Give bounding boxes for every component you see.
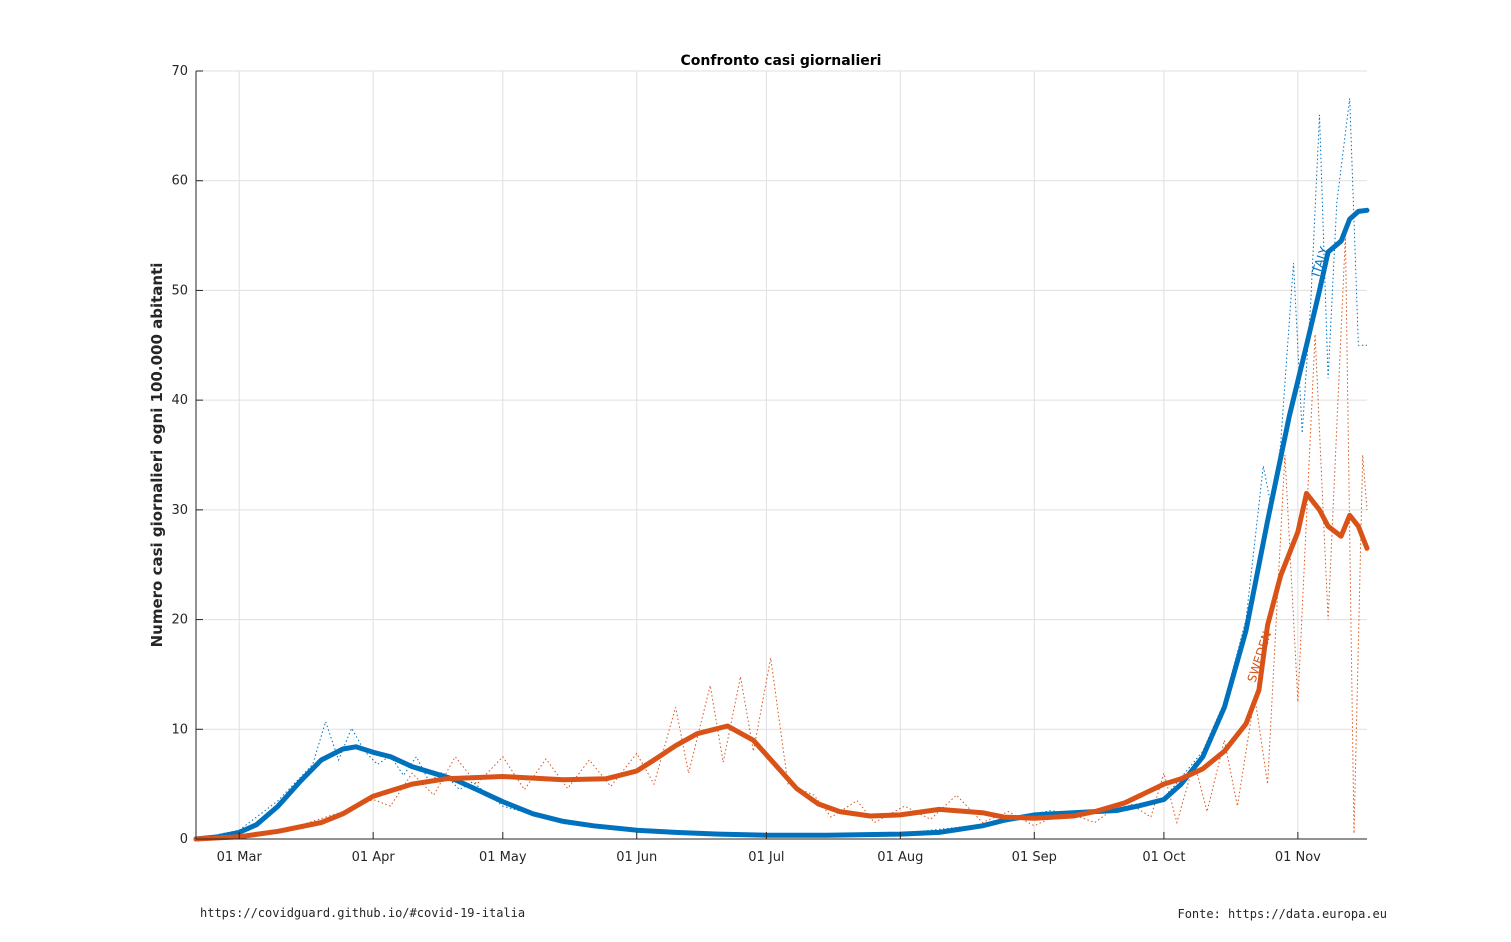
y-axis-label: Numero casi giornalieri ogni 100.000 abi… bbox=[148, 263, 166, 648]
y-tick-label: 10 bbox=[171, 722, 188, 737]
daily-line-sweden bbox=[195, 235, 1368, 840]
smoothed-series-layer bbox=[193, 207, 1370, 842]
y-tick-label: 40 bbox=[171, 393, 188, 408]
y-tick-label: 30 bbox=[171, 503, 188, 518]
x-tick-label: 01 Nov bbox=[1275, 850, 1321, 865]
data-source: Fonte: https://data.europa.eu bbox=[1177, 907, 1387, 921]
y-tick-label: 0 bbox=[180, 832, 188, 847]
y-tick-label: 50 bbox=[171, 283, 188, 298]
x-tick-label: 01 Mar bbox=[217, 850, 263, 865]
grid bbox=[196, 70, 1367, 840]
daily-line-italy bbox=[195, 98, 1367, 840]
x-tick-label: 01 Jul bbox=[748, 850, 784, 865]
series-label-sweden: SWEDEN bbox=[1245, 629, 1275, 684]
y-tick-label: 60 bbox=[171, 174, 188, 189]
x-tick-label: 01 May bbox=[479, 850, 527, 865]
smoothed-line-sweden bbox=[193, 490, 1370, 842]
source-url: https://covidguard.github.io/#covid-19-i… bbox=[200, 906, 526, 920]
axes: 0 10 20 30 40 50 60 70 01 Mar 01 Apr 01 May 01 Jun 0… bbox=[171, 64, 1367, 865]
daily-series-layer bbox=[195, 98, 1368, 840]
y-tick-label: 20 bbox=[171, 613, 188, 628]
x-tick-label: 01 Aug bbox=[877, 850, 923, 865]
x-tick-label: 01 Sep bbox=[1012, 850, 1057, 865]
smoothed-line-italy bbox=[193, 207, 1370, 842]
y-tick-label: 70 bbox=[171, 64, 188, 79]
x-tick-label: 01 Apr bbox=[352, 850, 396, 865]
chart-title: Confronto casi giornalieri bbox=[681, 53, 882, 69]
x-tick-label: 01 Jun bbox=[616, 850, 657, 865]
x-tick-label: 01 Oct bbox=[1142, 850, 1185, 865]
